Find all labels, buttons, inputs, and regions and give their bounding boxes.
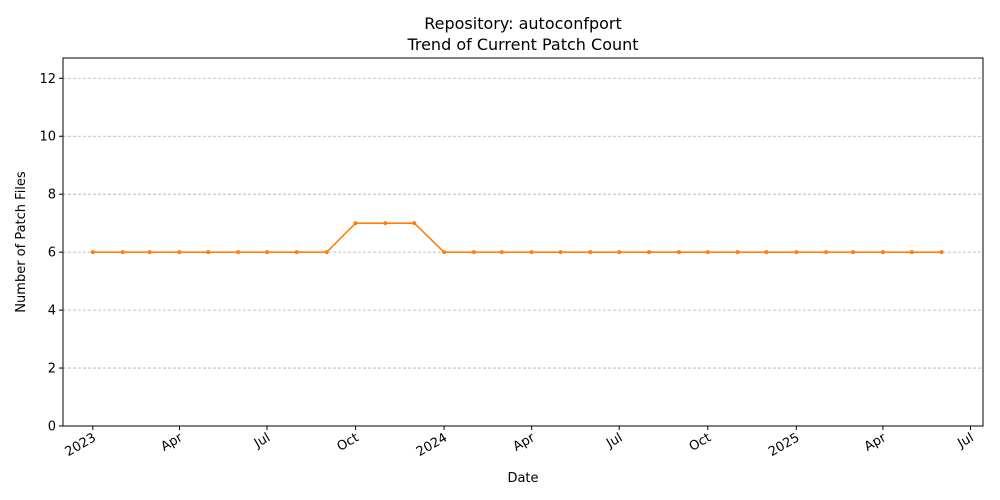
x-tick-label-5: Apr — [511, 430, 539, 455]
data-point-19 — [647, 250, 652, 255]
data-point-14 — [499, 250, 504, 255]
data-point-18 — [617, 250, 622, 255]
data-point-24 — [794, 250, 799, 255]
data-point-1 — [120, 250, 125, 255]
x-tick-label-6: Jul — [603, 430, 625, 451]
x-tick-label-3: Oct — [335, 430, 362, 454]
y-tick-label-3: 6 — [48, 246, 56, 261]
data-point-11 — [412, 221, 417, 226]
data-point-16 — [558, 250, 563, 255]
data-point-2 — [147, 250, 152, 255]
x-axis-label: Date — [507, 471, 538, 486]
data-point-9 — [353, 221, 358, 226]
chart-title-line1: Repository: autoconfport — [424, 14, 622, 33]
data-point-4 — [206, 250, 211, 255]
data-point-12 — [442, 250, 447, 255]
data-point-23 — [764, 250, 769, 255]
grid-layer — [63, 77, 983, 369]
data-point-21 — [705, 250, 710, 255]
plot-frame — [62, 57, 984, 427]
x-tick-label-7: Oct — [687, 430, 714, 454]
x-tick-label-1: Apr — [158, 430, 186, 455]
y-axis: 0 2 4 6 8 10 12 — [39, 72, 63, 435]
data-point-20 — [676, 250, 681, 255]
data-point-27 — [880, 250, 885, 255]
data-point-7 — [294, 250, 299, 255]
data-point-10 — [383, 221, 388, 226]
x-tick-label-10: Jul — [955, 430, 977, 451]
data-point-25 — [824, 250, 829, 255]
data-point-13 — [471, 250, 476, 255]
data-point-28 — [909, 250, 914, 255]
x-tick-label-9: Apr — [862, 430, 890, 455]
y-tick-label-0: 0 — [48, 420, 56, 435]
data-point-29 — [939, 250, 944, 255]
y-tick-label-2: 4 — [48, 304, 56, 319]
data-point-3 — [177, 250, 182, 255]
data-point-22 — [735, 250, 740, 255]
y-tick-label-1: 2 — [48, 362, 56, 377]
series-line-0 — [92, 222, 942, 253]
y-tick-label-5: 10 — [39, 130, 56, 145]
data-point-26 — [851, 250, 856, 255]
data-point-5 — [236, 250, 241, 255]
x-tick-label-4: 2024 — [414, 430, 450, 460]
series-layer — [90, 221, 944, 255]
y-axis-label: Number of Patch Files — [14, 171, 29, 313]
x-tick-label-0: 2023 — [63, 430, 99, 460]
y-tick-label-6: 12 — [39, 72, 56, 87]
x-tick-label-2: Jul — [251, 430, 273, 451]
chart-title-line2: Trend of Current Patch Count — [406, 35, 638, 54]
x-axis: 2023 Apr Jul Oct 2024 Apr Jul Oct 2025 Apr Jul — [63, 426, 977, 460]
data-point-15 — [529, 250, 534, 255]
y-tick-label-4: 8 — [48, 188, 56, 203]
data-point-6 — [265, 250, 270, 255]
data-point-0 — [90, 250, 95, 255]
data-point-17 — [588, 250, 593, 255]
data-point-8 — [324, 250, 329, 255]
x-tick-label-8: 2025 — [766, 430, 802, 460]
